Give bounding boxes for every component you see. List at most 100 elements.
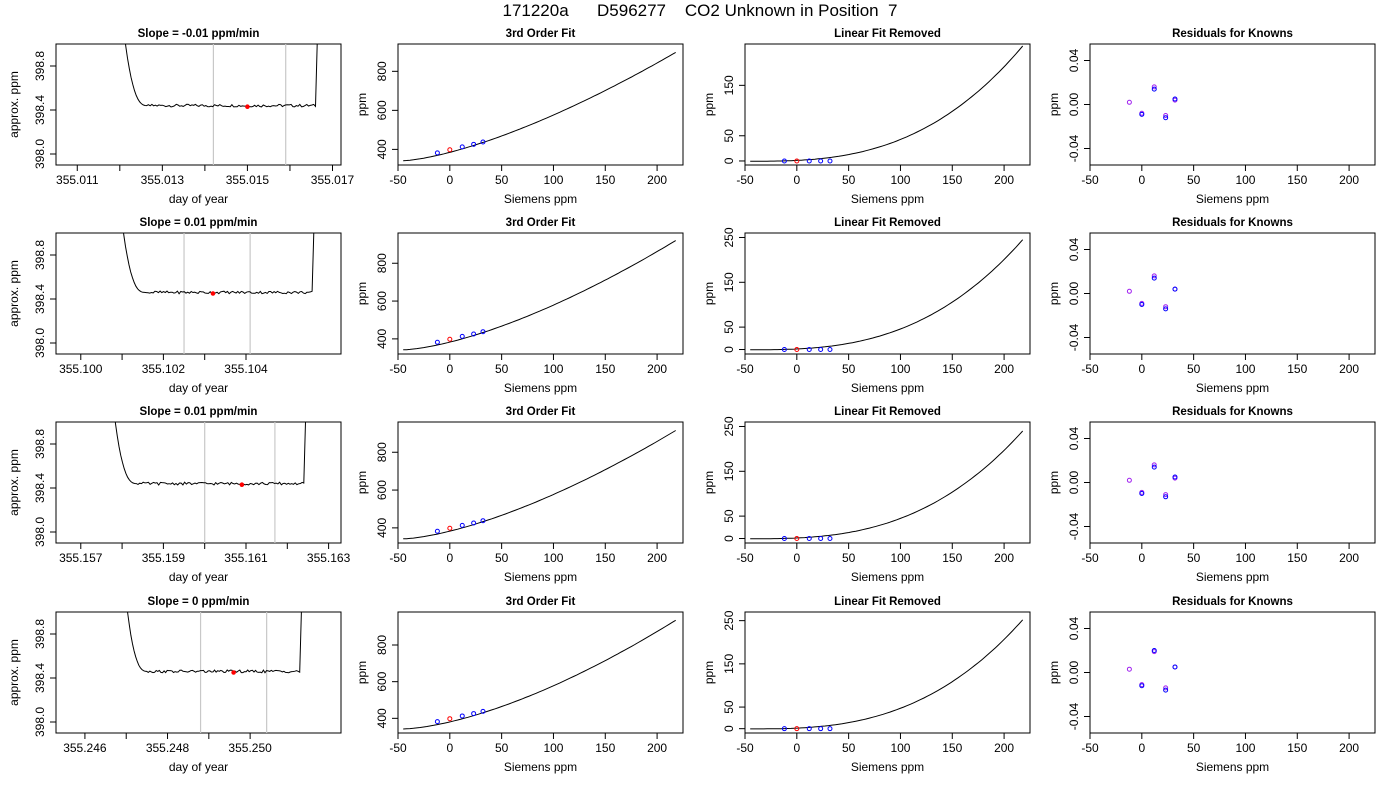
data-point [434,528,440,534]
fit-curve [750,45,1024,162]
data-point [480,518,486,524]
y-tick-label: 0.04 [1067,237,1081,261]
plot-frame [1089,611,1376,734]
trace-line [127,612,302,674]
x-tick-label: 0 [793,741,800,755]
panel-r1-c0: Slope = 0.01 ppm/min day of year approx. p… [7,217,342,395]
x-tick-label: 150 [595,741,615,755]
data-point [794,158,800,164]
y-axis-label: ppm [355,93,369,116]
y-axis-label: approx. ppm [7,449,21,516]
data-point [480,708,486,714]
plot-area [127,612,302,733]
data-point [818,536,824,542]
data-point [480,329,486,335]
plot-frame [1089,43,1376,166]
y-axis-label: ppm [355,471,369,494]
plot-frame [744,43,1031,166]
data-point [1151,86,1157,92]
x-tick-label: 0 [446,551,453,565]
plot-area [1126,84,1178,121]
y-tick-label: 150 [722,75,736,95]
y-axis-label: ppm [702,661,716,684]
data-point [471,711,477,717]
x-tick-label: -50 [1081,551,1099,565]
data-point [1172,286,1178,292]
x-tick-label: 100 [890,173,910,187]
fit-curve [403,51,676,162]
plot-frame [55,611,342,734]
x-axis-label: Siemens ppm [1196,760,1269,774]
x-tick-label: -50 [389,362,407,376]
data-point [1163,494,1169,500]
x-tick-label: 0 [1138,551,1145,565]
y-tick-label: 400 [375,329,389,349]
x-tick-label: -50 [736,173,754,187]
data-point [447,147,453,153]
data-point [231,670,236,675]
x-tick-label: 50 [495,362,509,376]
x-tick-label: 50 [842,741,856,755]
y-tick-label: 600 [375,671,389,691]
plot-frame [55,421,342,544]
data-point [1151,84,1157,90]
plot-frame [55,43,342,166]
panel-r2-c1: 3rd Order Fit Siemens ppm ppm -50 0 50 100 150 2… [355,406,684,584]
x-tick-label: 100 [543,173,563,187]
data-point [239,482,245,488]
y-tick-label: 600 [375,100,389,120]
y-tick-label: 250 [722,416,736,436]
panel-title: Residuals for Knowns [1172,596,1293,608]
panel-r3-c3: Residuals for Knowns Siemens ppm ppm -50 0 50… [1047,596,1376,774]
data-point [459,333,465,339]
y-tick-label: 800 [375,635,389,655]
fit-curve [750,239,1024,351]
panel-title: Residuals for Knowns [1172,406,1293,418]
x-axis-label: day of year [169,760,228,774]
x-tick-label: 150 [942,741,962,755]
data-point [447,525,453,531]
data-point [827,536,833,542]
panel-title: Slope = 0.01 ppm/min [140,406,258,418]
data-point [459,144,465,150]
data-point [447,716,453,722]
x-tick-label: 355.015 [226,173,270,187]
y-tick-label: 400 [375,518,389,538]
x-tick-label: 355.017 [311,173,355,187]
x-axis-label: Siemens ppm [851,760,924,774]
x-tick-label: 200 [647,741,667,755]
y-axis-label: ppm [355,282,369,305]
y-tick-label: 0.04 [1067,616,1081,640]
plot-area [750,45,1024,164]
data-point [1151,462,1157,468]
x-tick-label: -50 [389,173,407,187]
y-axis-label: ppm [1047,661,1061,684]
y-tick-label: 50 [722,509,736,523]
panel-r0-c1: 3rd Order Fit Siemens ppm ppm -50 0 50 100 150 2… [355,28,684,206]
x-tick-label: 100 [543,741,563,755]
data-point [1139,491,1145,496]
x-tick-label: 200 [1339,551,1359,565]
plot-frame [397,232,684,355]
data-point [794,536,800,542]
x-tick-label: 50 [1187,362,1201,376]
x-tick-label: 100 [543,362,563,376]
x-axis-label: Siemens ppm [851,570,924,584]
data-point [1139,111,1145,117]
x-tick-label: 200 [994,362,1014,376]
x-tick-label: 0 [793,551,800,565]
x-tick-label: 355.011 [56,173,99,187]
plot-area [123,233,315,354]
x-tick-label: 355.161 [224,551,268,565]
y-tick-label: 50 [722,320,736,334]
y-axis-label: ppm [1047,282,1061,305]
fit-curve [403,430,676,540]
x-tick-label: 150 [942,173,962,187]
y-tick-label: 0 [722,157,736,164]
x-tick-label: 355.102 [142,362,186,376]
panel-title: Linear Fit Removed [834,596,941,608]
x-tick-label: 200 [647,551,667,565]
x-tick-label: 200 [1339,741,1359,755]
plot-frame [397,421,684,544]
x-tick-label: 50 [1187,173,1201,187]
